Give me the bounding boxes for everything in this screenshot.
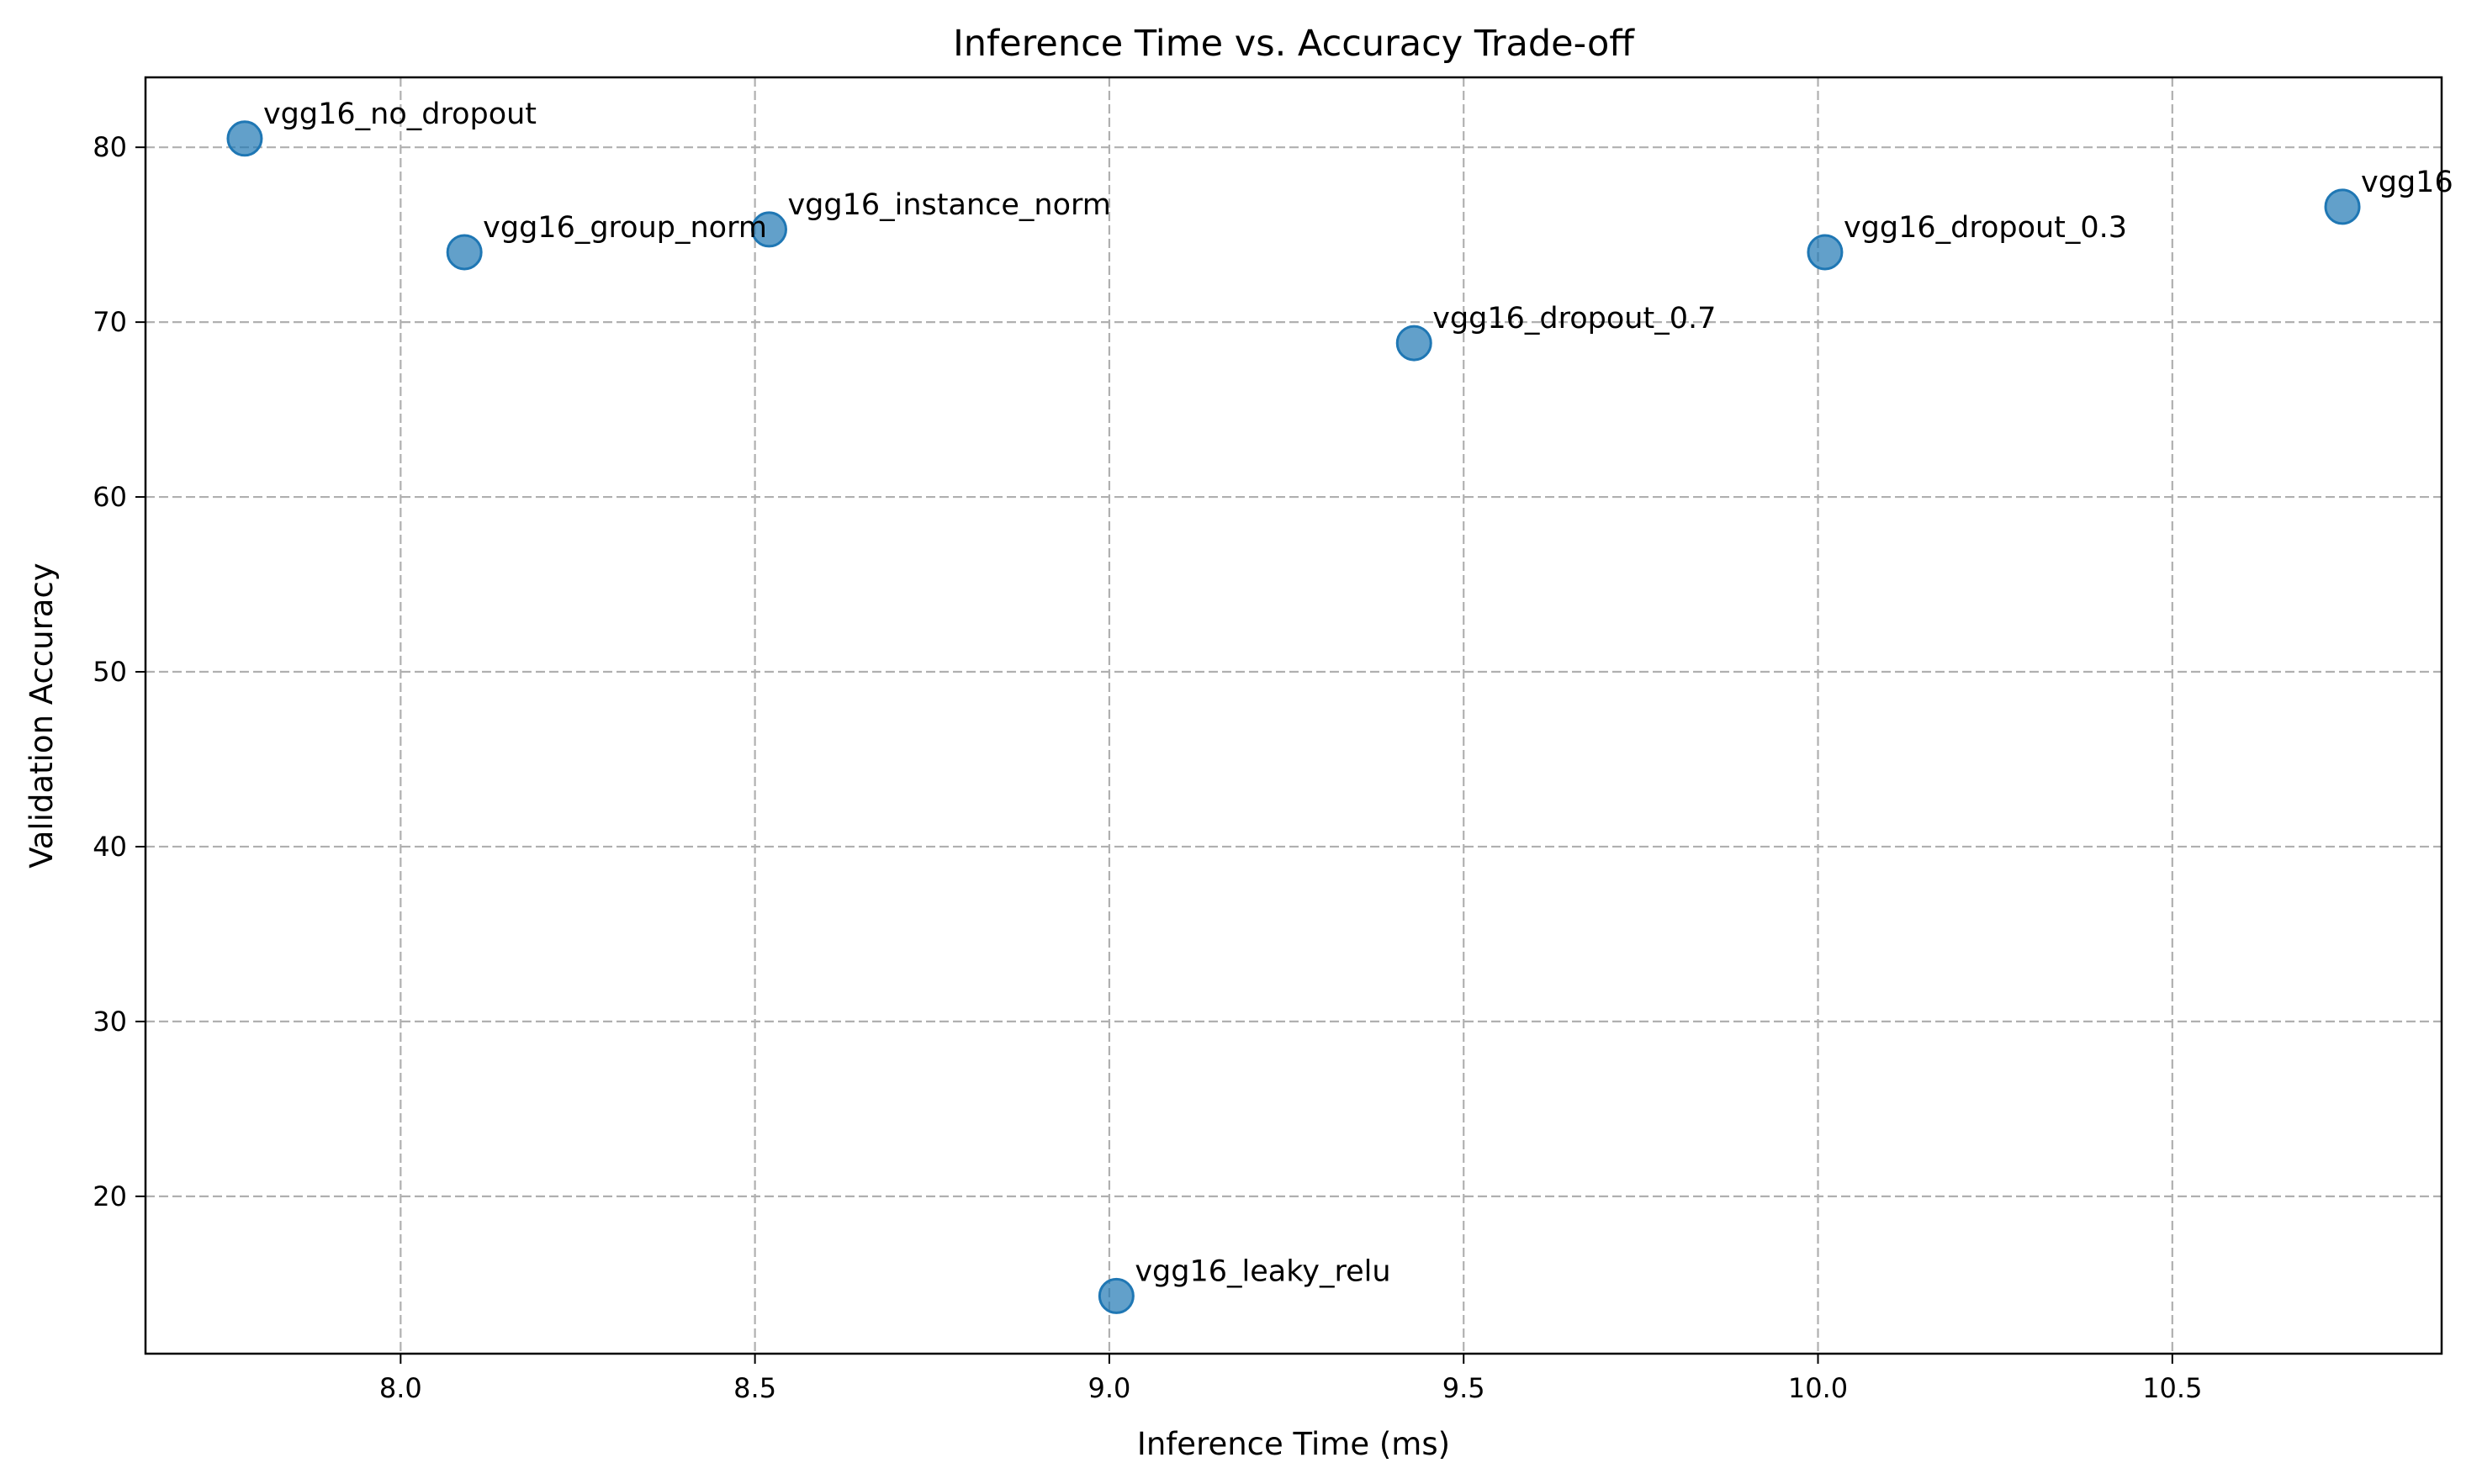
x-tick-label: 10.0: [1788, 1372, 1848, 1404]
data-point: [750, 211, 787, 248]
point-label: vgg16_no_dropout: [263, 98, 537, 131]
x-tick-label: 9.0: [1088, 1372, 1130, 1404]
y-tick-label: 80: [93, 131, 127, 163]
plot-frame: [144, 76, 2443, 1355]
data-point: [446, 234, 483, 271]
y-tick-label: 30: [93, 1006, 127, 1038]
point-label: vgg16_instance_norm: [787, 188, 1110, 222]
data-point: [2324, 188, 2361, 225]
grid-lines: [146, 77, 2442, 1354]
y-tick-label: 40: [93, 831, 127, 863]
x-tick-label: 8.0: [379, 1372, 422, 1404]
data-point: [1395, 325, 1432, 362]
data-point: [1807, 234, 1844, 271]
point-label: vgg16_leaky_relu: [1135, 1254, 1390, 1288]
data-points: [226, 120, 2361, 1314]
data-point: [226, 120, 263, 157]
y-tick-label: 20: [93, 1180, 127, 1212]
point-label: vgg16_group_norm: [483, 211, 767, 245]
point-label: vgg16: [2361, 166, 2453, 199]
axis-ticks: 8.0 8.5 9.0 9.5 10.0 10.5 20 30 40 50 60 70 80: [93, 131, 2202, 1404]
y-tick-label: 50: [93, 656, 127, 688]
y-tick-label: 60: [93, 481, 127, 513]
chart-title: Inference Time vs. Accuracy Trade-off: [953, 23, 1635, 65]
x-axis-label: Inference Time (ms): [1137, 1426, 1450, 1462]
x-tick-label: 10.5: [2142, 1372, 2202, 1404]
y-axis-label: Validation Accuracy: [24, 562, 60, 868]
point-labels: vgg16_no_dropout vgg16_group_norm vgg16_in…: [263, 98, 2453, 1289]
x-tick-label: 8.5: [733, 1372, 776, 1404]
x-tick-label: 9.5: [1442, 1372, 1485, 1404]
point-label: vgg16_dropout_0.7: [1432, 302, 1716, 335]
point-label: vgg16_dropout_0.3: [1844, 211, 2127, 245]
y-tick-label: 70: [93, 306, 127, 338]
data-point: [1098, 1277, 1135, 1314]
